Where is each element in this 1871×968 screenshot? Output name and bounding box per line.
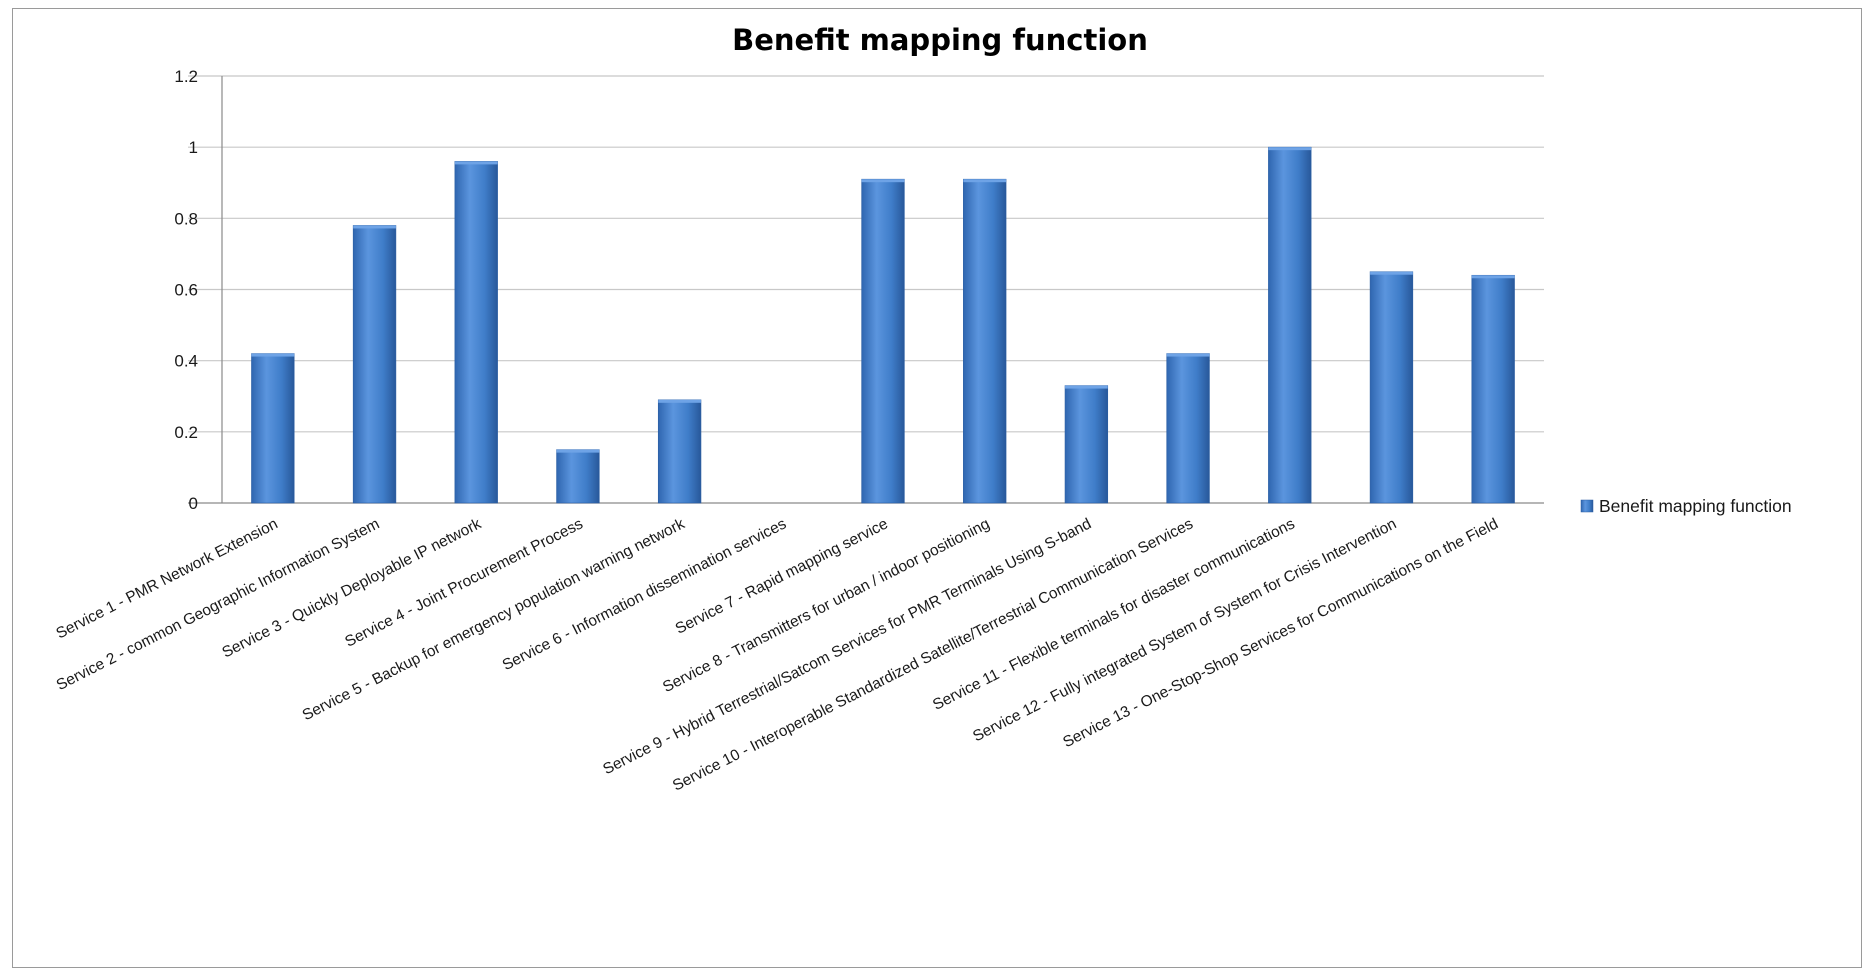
bar [352,225,397,504]
bar-cap [556,449,600,453]
bar [861,178,905,504]
x-axis-labels: Service 1 - PMR Network ExtensionService… [53,515,1501,794]
x-category-label: Service 11 - Flexible terminals for disa… [930,515,1298,714]
chart-title: Benefit mapping function [732,23,1148,57]
bar [454,161,498,504]
y-tick-label: 0.4 [174,352,198,371]
y-tick-label: 1 [189,138,198,157]
y-tick-label: 0.8 [174,209,198,228]
bar [1166,353,1210,504]
x-category-label: Service 9 - Hybrid Terrestrial/Satcom Se… [600,515,1094,778]
bar-cap [1268,147,1312,151]
y-tick-label: 0.6 [174,281,198,300]
bar [251,353,295,504]
bar-cap [658,399,701,403]
bar-cap [251,353,295,357]
bar-cap [454,161,498,165]
bar-cap [1065,385,1108,389]
bar [556,449,600,504]
bar [1268,146,1312,504]
bar-cap [1471,275,1515,279]
y-axis-ticks: 0 0.2 0.4 0.6 0.8 1 1.2 [174,67,198,513]
bar-cap [353,225,396,229]
bar [657,399,702,504]
bar-cap [1166,353,1210,357]
bar [963,178,1007,504]
y-tick-label: 1.2 [174,67,198,86]
legend-label: Benefit mapping function [1599,496,1792,516]
bar-cap [963,179,1007,183]
bar [1471,274,1515,504]
bar [1064,385,1109,504]
legend-swatch [1580,499,1594,513]
bars [251,146,1515,504]
bar [1369,271,1414,504]
bar-cap [861,179,905,183]
x-category-label: Service 5 - Backup for emergency populat… [300,515,688,724]
bar-cap [1370,271,1413,275]
y-tick-label: 0.2 [174,423,198,442]
chart-frame [12,8,1862,968]
legend: Benefit mapping function [1580,496,1792,516]
y-tick-label: 0 [189,494,198,513]
